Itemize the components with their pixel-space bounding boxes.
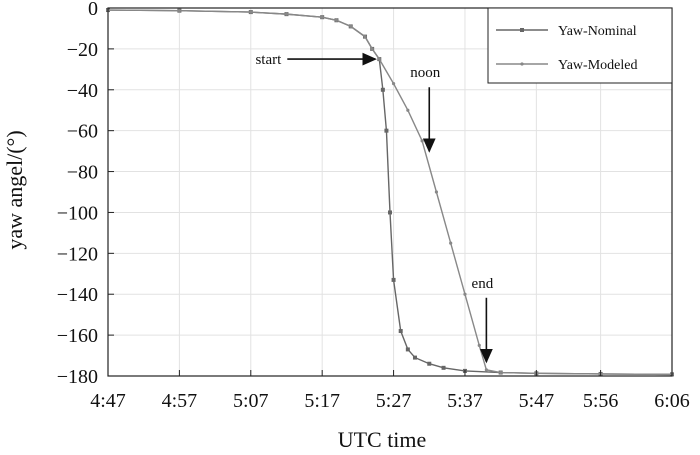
legend: Yaw-Nominal Yaw-Modeled xyxy=(487,7,673,84)
data-point-yaw-nominal xyxy=(380,87,385,92)
data-point-yaw-modeled xyxy=(499,370,503,375)
data-point-yaw-modeled xyxy=(284,12,289,16)
y-tick-label: −100 xyxy=(57,202,98,224)
x-tick-label: 4:47 xyxy=(90,390,126,412)
annotation-noon: noon xyxy=(410,65,441,153)
data-point-yaw-modeled xyxy=(334,18,339,22)
x-tick-label: 5:56 xyxy=(583,390,619,412)
y-tick-label: −40 xyxy=(67,80,98,102)
x-tick-label: 5:27 xyxy=(376,390,412,412)
annotation-label: end xyxy=(472,276,494,292)
plot-frame xyxy=(107,7,673,377)
annotation-layer: start noon end xyxy=(255,52,494,364)
series-layer xyxy=(106,8,674,377)
data-point-yaw-modeled xyxy=(520,62,524,66)
data-point-yaw-nominal xyxy=(398,329,403,334)
data-point-yaw-modeled xyxy=(406,108,410,112)
x-tick-label: 5:37 xyxy=(447,390,483,412)
data-point-yaw-modeled xyxy=(363,35,367,39)
y-tick-label: −160 xyxy=(57,325,98,347)
grid-layer xyxy=(107,7,673,377)
axis-layer: 4:47 4:57 5:07 5:17 5:27 5:37 5:47 5:56 6:06 0 −20… xyxy=(57,0,690,412)
y-axis-title: yaw angel/(°) xyxy=(2,130,27,249)
data-point-yaw-modeled xyxy=(320,15,324,19)
data-point-yaw-nominal xyxy=(388,210,392,215)
x-tick-label: 5:47 xyxy=(519,390,555,412)
annotation-start: start xyxy=(255,52,377,68)
data-point-yaw-nominal xyxy=(520,28,524,32)
data-point-yaw-nominal xyxy=(384,128,389,133)
data-point-yaw-modeled xyxy=(449,241,453,245)
legend-item-yaw-nominal: Yaw-Nominal xyxy=(496,24,637,39)
legend-item-yaw-modeled: Yaw-Modeled xyxy=(496,58,637,73)
data-point-yaw-nominal xyxy=(405,347,410,352)
x-tick-label: 4:57 xyxy=(162,390,198,412)
data-point-yaw-modeled xyxy=(463,292,467,296)
data-point-yaw-modeled xyxy=(370,47,374,51)
data-point-yaw-nominal xyxy=(391,277,396,282)
data-point-yaw-modeled xyxy=(177,9,181,13)
y-tick-label: −20 xyxy=(67,39,98,61)
y-tick-label: −80 xyxy=(67,162,98,184)
y-tick-label: −120 xyxy=(57,243,98,265)
data-point-yaw-modeled xyxy=(484,368,488,372)
x-tick-label: 5:07 xyxy=(233,390,269,412)
data-point-yaw-nominal xyxy=(441,365,446,370)
series-line-yaw-modeled xyxy=(107,9,673,376)
annotation-end: end xyxy=(472,276,494,364)
y-tick-label: −140 xyxy=(57,284,98,306)
data-point-yaw-modeled xyxy=(349,24,353,28)
data-point-yaw-modeled xyxy=(420,139,424,143)
y-tick-label: −60 xyxy=(67,121,98,143)
legend-label: Yaw-Nominal xyxy=(558,24,637,39)
legend-box xyxy=(487,7,673,84)
annotation-label: start xyxy=(255,52,282,68)
data-point-yaw-modeled xyxy=(434,190,439,194)
x-tick-label: 6:06 xyxy=(654,390,690,412)
data-point-yaw-nominal xyxy=(412,355,417,360)
y-tick-label: 0 xyxy=(88,0,98,20)
data-point-yaw-nominal xyxy=(427,361,432,366)
y-tick-label: −180 xyxy=(57,366,98,388)
x-tick-label: 5:17 xyxy=(304,390,340,412)
x-axis-title: UTC time xyxy=(338,427,427,450)
data-point-yaw-modeled xyxy=(391,82,396,86)
data-point-yaw-modeled xyxy=(249,10,253,14)
data-point-yaw-modeled xyxy=(377,57,381,61)
legend-label: Yaw-Modeled xyxy=(558,58,637,73)
annotation-label: noon xyxy=(410,65,441,81)
data-point-yaw-modeled xyxy=(477,343,481,347)
